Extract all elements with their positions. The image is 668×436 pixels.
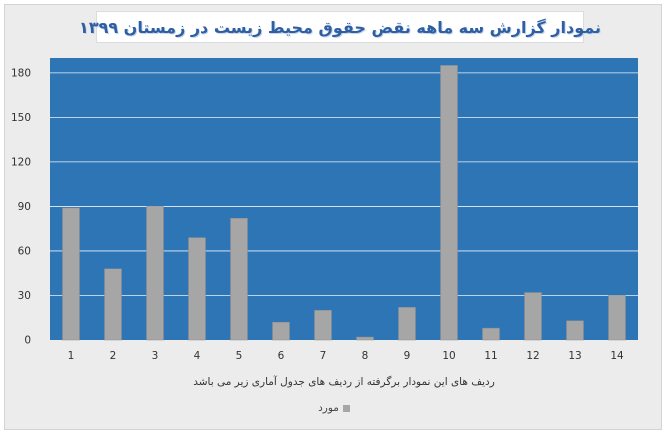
x-tick-label: 13 [568, 350, 581, 362]
x-tick-label: 11 [484, 350, 497, 362]
x-tick-label: 9 [404, 350, 411, 362]
bar [566, 320, 584, 341]
y-tick-label: 60 [18, 245, 31, 257]
bar [356, 336, 374, 341]
bar [398, 307, 416, 341]
legend: مورد [0, 402, 668, 415]
bar [314, 310, 332, 341]
legend-swatch [342, 404, 350, 412]
bar [188, 237, 206, 341]
chart-title: نمودار گزارش سه ماهه نقض حقوق محیط زیست … [79, 17, 601, 37]
bar [440, 65, 458, 341]
y-tick-label: 90 [18, 201, 31, 213]
bar [482, 327, 500, 341]
x-tick-label: 10 [442, 350, 455, 362]
x-tick-label: 5 [236, 350, 243, 362]
y-tick-label: 150 [11, 112, 31, 124]
y-tick-label: 180 [11, 67, 31, 79]
y-tick-label: 0 [24, 335, 31, 347]
x-tick-label: 4 [194, 350, 201, 362]
x-tick-label: 6 [278, 350, 285, 362]
x-tick-label: 2 [110, 350, 117, 362]
x-tick-label: 7 [320, 350, 327, 362]
bar [104, 268, 122, 341]
bar [608, 295, 626, 341]
x-tick-label: 1 [68, 350, 75, 362]
y-tick-label: 120 [11, 156, 31, 168]
x-tick-label: 14 [610, 350, 624, 362]
x-axis-title: ردیف های این نمودار برگرفته از ردیف های … [193, 376, 495, 388]
bar [230, 218, 248, 341]
x-tick-label: 12 [526, 350, 539, 362]
bar [62, 207, 80, 341]
y-tick-label: 30 [18, 290, 31, 302]
legend-label: مورد [318, 402, 339, 414]
bar [146, 206, 164, 341]
chart-title-box: نمودار گزارش سه ماهه نقض حقوق محیط زیست … [79, 11, 601, 43]
bar [524, 292, 542, 341]
plot-area [50, 58, 638, 340]
x-tick-label: 3 [152, 350, 159, 362]
bar [272, 321, 290, 341]
x-tick-label: 8 [362, 350, 369, 362]
